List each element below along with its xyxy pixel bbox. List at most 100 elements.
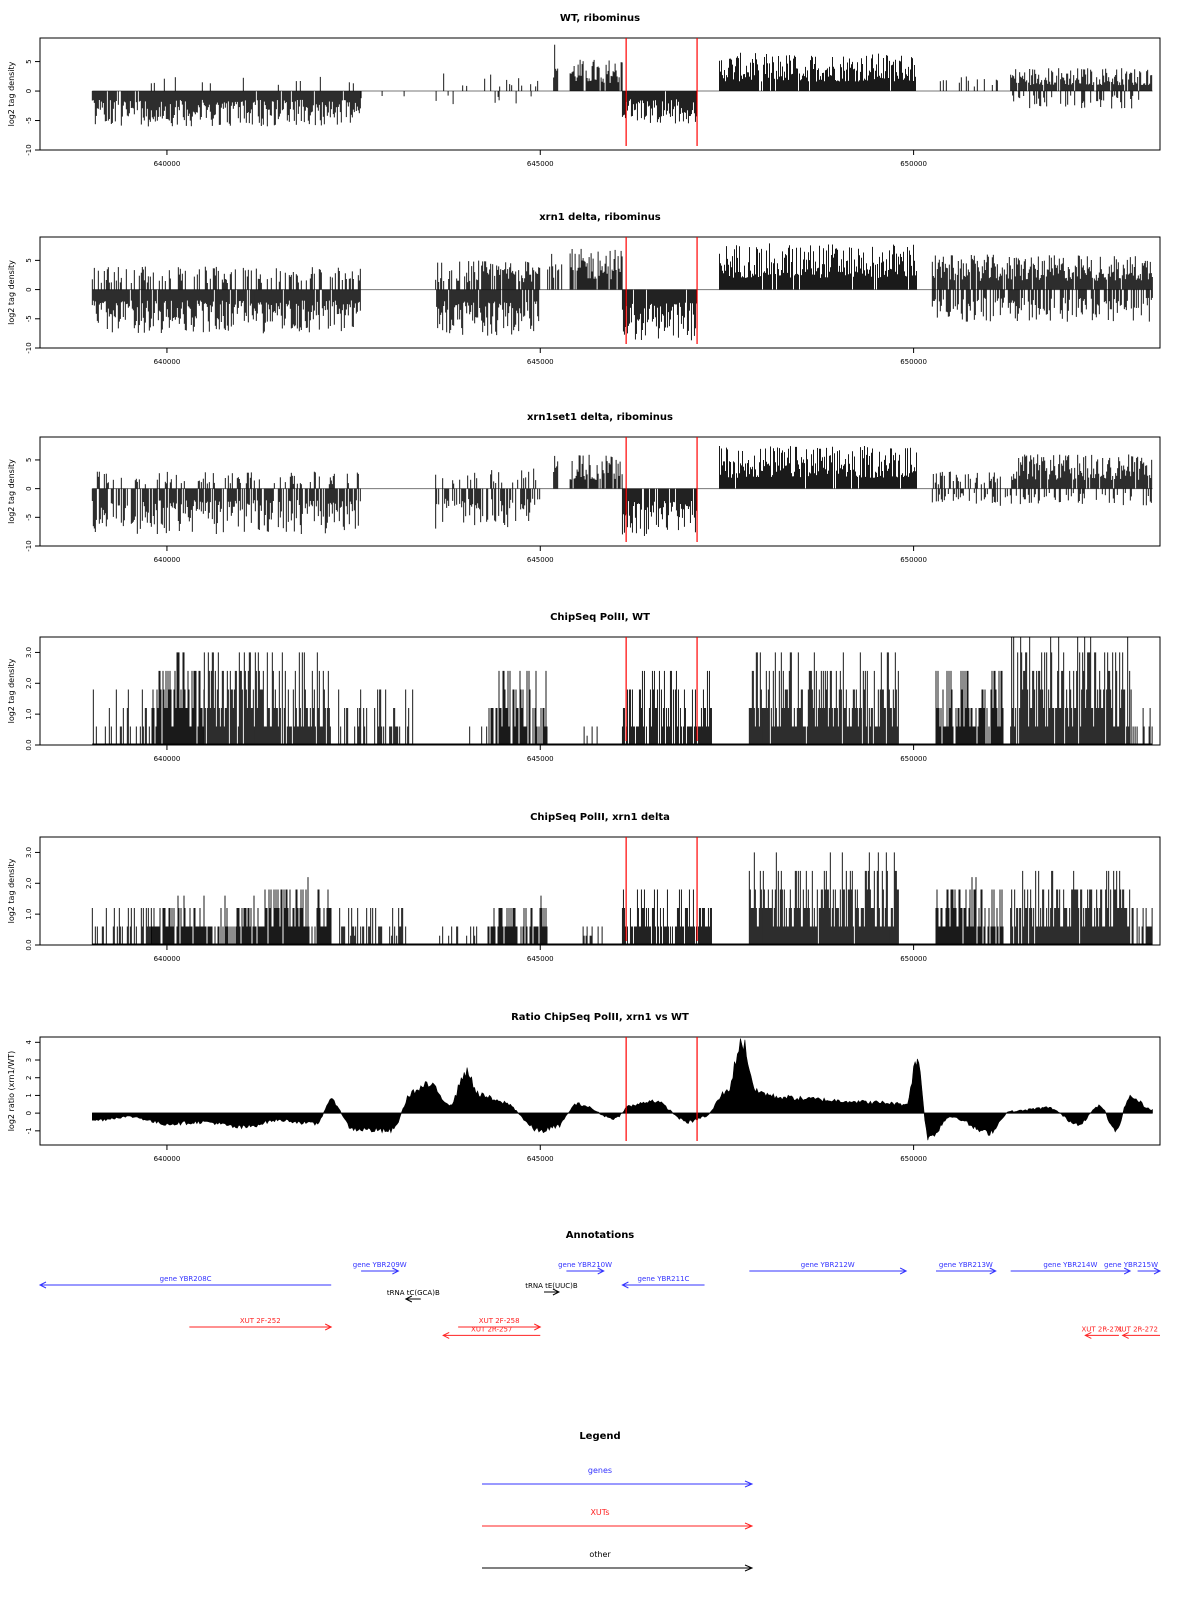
x-tick-label: 650000 (900, 358, 927, 366)
annotation-label: gene YBR209W (353, 1261, 407, 1269)
x-tick-label: 645000 (527, 358, 554, 366)
legend-arrowhead (744, 1522, 754, 1530)
annotation-label: tRNA tC(GCA)B (387, 1289, 440, 1297)
plot-frame (39, 1036, 1161, 1146)
x-tick-label: 645000 (527, 755, 554, 763)
annotation-label: XUT 2F-252 (240, 1317, 281, 1325)
y-tick-label: -10 (25, 144, 33, 155)
annotations-panel: Annotations gene YBR208C gene YBR209W tRNA … (38, 1230, 1162, 1339)
y-axis-label: log2 tag density (7, 858, 16, 923)
annotation-label: XUT 2R-257 (471, 1325, 512, 1333)
annotation-label: XUT 2F-258 (479, 1317, 520, 1325)
x-tick-label: 645000 (527, 160, 554, 168)
chart-panel-4: ChipSeq PolII, WT 0.0 1.0 2.0 3.0 log2 tag de… (7, 612, 1161, 763)
x-tick-label: 650000 (900, 955, 927, 963)
annotation-arrowhead (989, 1267, 997, 1275)
annotation-arrowhead (534, 1323, 542, 1331)
y-tick-label: -1 (25, 1127, 33, 1134)
y-axis-label: log2 ratio (xrn1/WT) (7, 1051, 16, 1132)
chart-title: xrn1set1 delta, ribominus (527, 412, 673, 423)
annotation-label: gene YBR211C (638, 1275, 690, 1283)
y-tick-label: -5 (25, 117, 33, 124)
annotation-label: gene YBR215W (1104, 1261, 1158, 1269)
x-tick-label: 640000 (154, 556, 181, 564)
chart-panel-2: xrn1 delta, ribominus -10 -5 0 5 log2 tag den… (7, 212, 1161, 366)
legend-arrowhead (744, 1564, 754, 1572)
annotation-arrowhead (392, 1267, 400, 1275)
annotation-label: gene YBR208C (160, 1275, 212, 1283)
annotation-arrowhead (404, 1295, 413, 1303)
y-axis-label: log2 tag density (7, 658, 16, 723)
x-tick-label: 640000 (154, 160, 181, 168)
y-tick-label: 5 (25, 59, 33, 63)
annotation-arrowhead (899, 1267, 908, 1275)
y-tick-label: 3.0 (25, 847, 33, 858)
y-tick-label: 5 (25, 258, 33, 262)
x-tick-label: 645000 (527, 1155, 554, 1163)
y-tick-label: 3 (25, 1058, 33, 1062)
y-tick-label: 1 (25, 1093, 33, 1097)
legend-label: XUTs (590, 1508, 609, 1517)
plot-frame (39, 236, 1161, 349)
x-tick-label: 650000 (900, 1155, 927, 1163)
legend-arrowhead (744, 1480, 754, 1488)
annotation-label: gene YBR214W (1043, 1261, 1097, 1269)
chart-title: ChipSeq PolII, WT (550, 612, 650, 623)
y-tick-label: 2.0 (25, 878, 33, 889)
x-tick-label: 640000 (154, 358, 181, 366)
legend-panel: Legend genes XUTs other (482, 1431, 754, 1572)
chart-panel-3: xrn1set1 delta, ribominus -10 -5 0 5 log2 tag… (7, 412, 1161, 564)
plot-frame (39, 37, 1161, 151)
annotation-label: XUT 2R-271 (1081, 1325, 1122, 1333)
x-tick-label: 650000 (900, 755, 927, 763)
annotation-label: gene YBR210W (558, 1261, 612, 1269)
y-tick-label: 2 (25, 1075, 33, 1079)
annotation-arrowhead (324, 1323, 333, 1331)
plot-frame (39, 836, 1161, 946)
y-tick-label: 0 (25, 89, 33, 93)
y-tick-label: 0 (25, 287, 33, 291)
annotation-label: gene YBR213W (939, 1261, 993, 1269)
annotation-arrowhead (1084, 1331, 1092, 1339)
legend-title: Legend (579, 1431, 620, 1442)
plot-frame (39, 436, 1161, 547)
chart-panel-6: Ratio ChipSeq PolII, xrn1 vs WT -1 0 1 2 3 4 lo… (7, 1012, 1161, 1163)
y-tick-label: 5 (25, 458, 33, 462)
y-tick-label: 0.0 (25, 939, 33, 950)
annotation-label: tRNA tE(UUC)B (525, 1282, 578, 1290)
plot-frame (39, 636, 1161, 746)
annotation-arrowhead (442, 1331, 450, 1339)
annotation-arrowhead (552, 1288, 561, 1296)
y-tick-label: 0 (25, 1111, 33, 1115)
annotation-arrowhead (621, 1281, 629, 1289)
x-tick-label: 650000 (900, 556, 927, 564)
y-axis-label: log2 tag density (7, 260, 16, 325)
chart-title: xrn1 delta, ribominus (539, 212, 661, 223)
y-tick-label: 0 (25, 486, 33, 490)
y-tick-label: 3.0 (25, 647, 33, 658)
chart-title: WT, ribominus (560, 13, 640, 24)
annotation-label: XUT 2R-272 (1117, 1325, 1158, 1333)
x-tick-label: 640000 (154, 1155, 181, 1163)
x-tick-label: 640000 (154, 755, 181, 763)
y-tick-label: 2.0 (25, 678, 33, 689)
annotation-arrowhead (1123, 1267, 1132, 1275)
x-tick-label: 650000 (900, 160, 927, 168)
y-tick-label: 1.0 (25, 709, 33, 720)
x-tick-label: 645000 (527, 955, 554, 963)
ratio-area (92, 1038, 1153, 1141)
y-tick-label: -5 (25, 514, 33, 521)
annotation-arrowhead (38, 1281, 47, 1289)
y-tick-label: 4 (25, 1040, 33, 1045)
annotations-title: Annotations (566, 1230, 635, 1241)
legend-label: other (589, 1550, 611, 1559)
x-tick-label: 640000 (154, 955, 181, 963)
y-tick-label: 1.0 (25, 909, 33, 920)
legend-label: genes (588, 1466, 612, 1475)
annotation-arrowhead (1121, 1331, 1129, 1339)
y-tick-label: -10 (25, 342, 33, 353)
y-tick-label: 0.0 (25, 739, 33, 750)
chart-panel-1: WT, ribominus -10 -5 0 5 log2 tag density 6400… (7, 13, 1161, 168)
y-tick-label: -10 (25, 540, 33, 551)
